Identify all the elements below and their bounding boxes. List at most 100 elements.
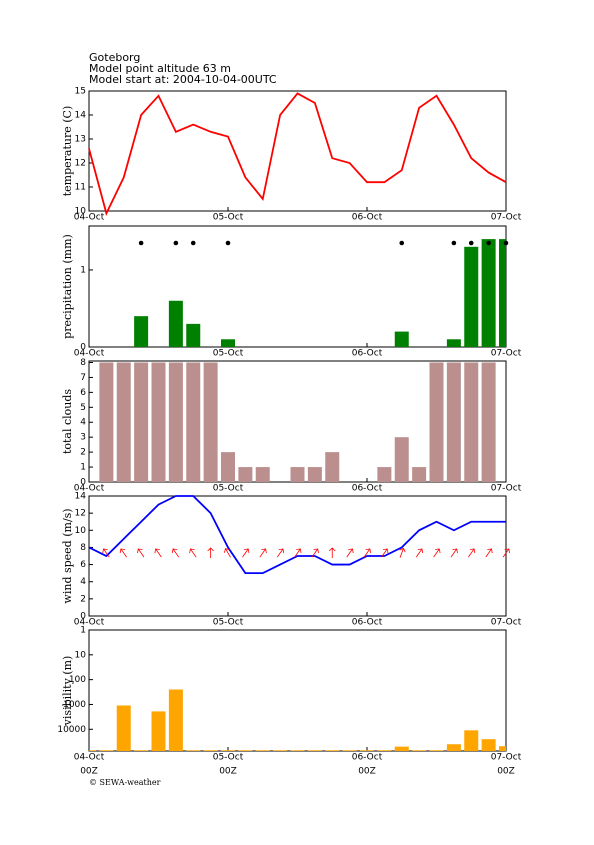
- y-tick-label: 12: [75, 509, 86, 519]
- wind-arrow: [224, 548, 231, 558]
- y-tick-label: 15: [75, 87, 86, 97]
- header-line: Model start at: 2004-10-04-00UTC: [89, 73, 277, 86]
- bar: [412, 750, 427, 751]
- precip-marker: [190, 240, 196, 246]
- wind-arrow: [502, 548, 510, 558]
- y-tick-label: 4: [80, 418, 86, 428]
- wind-arrow: [276, 548, 285, 558]
- y-tick-label: 0: [80, 343, 86, 353]
- bar: [134, 316, 149, 347]
- x-tick-label: 04-Oct: [74, 213, 105, 223]
- bar: [481, 362, 496, 482]
- bar: [429, 750, 444, 751]
- bar: [377, 750, 392, 751]
- bar: [290, 750, 305, 751]
- y-tick-label: 5: [80, 403, 86, 413]
- bar: [221, 339, 235, 347]
- precip-marker: [468, 240, 474, 246]
- precip-marker: [451, 240, 457, 246]
- y-tick-label: 10: [75, 650, 87, 660]
- wind-arrow: [294, 548, 302, 558]
- y-tick-label: 11: [75, 183, 86, 193]
- y-tick-label: 2: [80, 594, 86, 604]
- y-tick-label: 0: [80, 612, 86, 622]
- x-tick-label: 07-Oct: [491, 618, 522, 628]
- wind-arrow: [346, 548, 354, 558]
- y-tick-label: 1: [80, 265, 86, 275]
- x-tick-label: 07-Oct: [491, 484, 522, 494]
- bar: [116, 362, 131, 482]
- bar: [134, 362, 149, 482]
- wind-arrow: [433, 548, 441, 558]
- bar: [186, 750, 201, 751]
- y-tick-label: 1000: [63, 700, 86, 710]
- wind-arrow: [171, 548, 180, 558]
- y-tick-label: 7: [80, 373, 86, 383]
- y-axis-label: precipitation (mm): [61, 234, 74, 339]
- bar: [446, 362, 461, 482]
- y-tick-label: 3: [80, 433, 86, 443]
- x-tick-label: 06-Oct: [352, 213, 383, 223]
- bar: [394, 746, 409, 751]
- bar: [464, 730, 479, 751]
- y-tick-label: 12: [75, 159, 86, 169]
- x-tick-label: 04-Oct: [74, 753, 105, 763]
- y-tick-label: 4: [80, 577, 86, 587]
- footer: © SEWA-weather: [89, 778, 161, 787]
- wind-arrow: [119, 548, 127, 558]
- wind-arrow: [102, 548, 110, 558]
- wind-arrow: [399, 547, 406, 558]
- wind-arrow: [311, 548, 319, 558]
- y-axis-label: temperature (C): [61, 106, 74, 197]
- bar: [429, 362, 444, 482]
- bar: [168, 689, 183, 751]
- x-tick-label: 04-Oct: [74, 349, 105, 359]
- wind-arrow: [242, 548, 250, 558]
- bar: [273, 750, 288, 751]
- bar: [481, 739, 496, 751]
- y-tick-label: 2: [80, 448, 86, 458]
- bar: [412, 467, 427, 482]
- y-tick-label: 10: [75, 207, 87, 217]
- y-tick-label: 6: [80, 560, 86, 570]
- x-tick-label: 06-Oct: [352, 349, 383, 359]
- bar: [99, 362, 114, 482]
- bar: [360, 750, 374, 751]
- x-tick-label: 04-Oct: [74, 484, 105, 494]
- y-tick-label: 1: [80, 463, 86, 473]
- bar: [499, 239, 506, 347]
- line-series: [88, 495, 506, 575]
- wind-arrow: [363, 548, 371, 558]
- wind-arrow: [189, 548, 197, 558]
- bar: [325, 750, 340, 751]
- bar: [151, 711, 166, 751]
- wind-arrow: [154, 548, 162, 558]
- bar: [464, 246, 479, 347]
- bar: [377, 467, 392, 482]
- bar: [186, 323, 201, 347]
- bar: [238, 750, 253, 751]
- x-tick-label: 06-Oct: [352, 753, 383, 763]
- x-tick-label: 04-Oct: [74, 618, 105, 628]
- plot-frame: [88, 225, 507, 348]
- wind-arrow: [137, 548, 145, 558]
- wind-arrow: [415, 548, 424, 558]
- bar: [481, 239, 496, 347]
- precip-marker: [225, 240, 231, 246]
- y-tick-label: 13: [75, 135, 86, 145]
- y-tick-label: 6: [80, 388, 86, 398]
- y-axis-label: visibility (m): [61, 656, 74, 727]
- y-tick-label: 1: [80, 626, 86, 636]
- bar: [134, 750, 149, 751]
- bar: [255, 467, 270, 482]
- y-tick-label: 14: [75, 111, 87, 121]
- bar: [342, 750, 357, 751]
- wind-arrow: [485, 548, 493, 558]
- y-tick-label: 8: [80, 358, 86, 368]
- y-axis-label: total clouds: [61, 389, 74, 454]
- precip-marker: [399, 240, 405, 246]
- precip-marker: [503, 240, 509, 246]
- header-line: Goteborg: [89, 51, 140, 64]
